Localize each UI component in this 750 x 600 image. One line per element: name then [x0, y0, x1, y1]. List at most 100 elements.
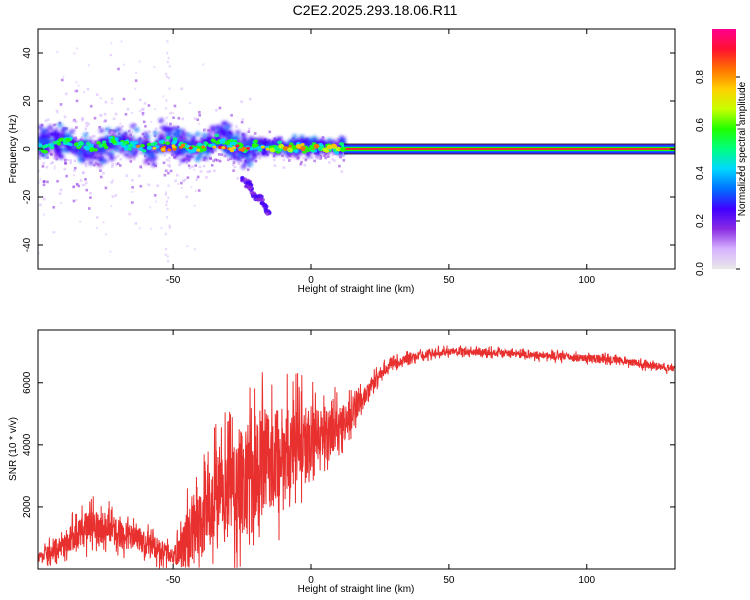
spectrogram-ridge-blob	[117, 141, 123, 146]
snr-panel: -50 0 50 100 2000 4000 6000 Height of straigh…	[8, 329, 676, 595]
spectrogram-speck	[202, 164, 206, 168]
spectrogram-outlier	[135, 71, 138, 74]
spectrogram-speck	[51, 161, 54, 164]
spectrogram-speck	[102, 171, 105, 175]
spectrogram-speck	[272, 154, 276, 158]
spectrogram-outlier	[82, 117, 85, 120]
spectrogram-speck	[273, 137, 276, 140]
spectrogram-speck	[232, 163, 235, 167]
spectrogram-core-blob	[54, 149, 60, 154]
spectrogram-core-blob	[195, 131, 201, 137]
spectrogram-speck	[188, 166, 192, 170]
spectrogram-speck	[89, 104, 93, 108]
spectrogram-outlier	[189, 101, 192, 104]
spectrogram-speck	[46, 118, 50, 121]
spectrogram-tail-blob	[255, 197, 260, 202]
spectrogram-ridge-blob	[318, 142, 324, 147]
spectrogram-core-blob	[237, 152, 243, 157]
spectrogram-speck	[187, 164, 191, 168]
spectrogram-outlier	[177, 182, 180, 185]
spectrogram-speck	[222, 154, 226, 158]
spectrogram-speck	[134, 123, 138, 127]
spectrogram-speck	[227, 158, 230, 161]
spectrogram-core-blob	[181, 148, 187, 153]
spectrogram-speck	[241, 118, 245, 121]
spectrogram-speck	[159, 126, 162, 129]
spectrogram-core-blob	[204, 151, 210, 156]
spectrogram-ridge-blob	[89, 143, 94, 148]
spectrogram-ridge-blob	[96, 141, 102, 145]
spectrogram-speck	[94, 161, 98, 165]
spectrogram-speck	[84, 181, 88, 185]
spectrogram-core-blob	[88, 153, 94, 159]
spectrogram-streak	[164, 191, 167, 194]
spectrogram-speck	[91, 135, 94, 138]
spectrogram-speck	[129, 160, 133, 163]
spectrogram-x-tick-label: 0	[308, 275, 314, 286]
spectrogram-core-blob	[105, 151, 111, 156]
spectrogram-ridge-blob	[38, 143, 43, 147]
spectrogram-hot-speck	[260, 145, 265, 149]
spectrogram-ridge-blob	[146, 145, 152, 150]
spectrogram-speck	[216, 159, 219, 162]
spectrogram-streak	[167, 196, 170, 199]
spectrogram-speck	[174, 179, 177, 183]
spectrogram-ridge-blob	[172, 137, 178, 141]
spectrogram-speck	[172, 125, 176, 129]
spectrogram-outlier	[87, 64, 90, 67]
spectrogram-speck	[177, 116, 181, 120]
spectrogram-core-blob	[158, 132, 165, 138]
spectrogram-speck	[202, 158, 206, 162]
spectrogram-core-blob	[99, 159, 105, 165]
spectrogram-y-tick-label: -20	[22, 189, 33, 204]
spectrogram-outlier	[155, 200, 158, 203]
spectrogram-speck	[208, 170, 212, 173]
spectrogram-speck	[319, 157, 322, 160]
spectrogram-speck	[203, 127, 207, 131]
spectrogram-speck	[133, 122, 136, 126]
spectrogram-speck	[183, 178, 187, 182]
spectrogram-speck	[89, 196, 92, 199]
spectrogram-speck	[93, 134, 96, 138]
spectrogram-core-blob	[110, 131, 116, 136]
spectrogram-core-blob	[57, 122, 63, 128]
spectrogram-outlier	[198, 123, 201, 126]
spectrogram-speck	[89, 191, 92, 195]
spectrogram-speck	[139, 152, 143, 155]
spectrogram-speck	[124, 112, 128, 116]
spectrogram-streak	[165, 200, 168, 203]
spectrogram-speck	[117, 132, 121, 135]
colorbar-tick-label: 0.8	[695, 70, 706, 84]
snr-y-ticks: 2000 4000 6000	[22, 371, 675, 518]
spectrogram-speck	[69, 159, 72, 162]
spectrogram-outlier	[39, 178, 42, 181]
spectrogram-core-blob	[312, 135, 318, 141]
spectrogram-outlier	[99, 97, 102, 100]
snr-x-tick-label: 0	[308, 575, 314, 586]
spectrogram-core-blob	[295, 154, 301, 159]
spectrogram-streak	[166, 216, 169, 219]
spectrogram-core-blob	[235, 130, 241, 135]
spectrogram-speck	[111, 163, 114, 166]
spectrogram-speck	[230, 113, 233, 117]
spectrogram-ridge-blob	[102, 143, 107, 147]
spectrogram-ridge-blob	[63, 140, 68, 145]
spectrogram-speck	[198, 111, 201, 114]
spectrogram-speck	[229, 156, 233, 159]
spectrogram-speck	[333, 159, 336, 162]
signal-ramp-blob	[295, 143, 302, 149]
spectrogram-speck	[310, 156, 314, 160]
spectrogram-speck	[139, 98, 142, 102]
snr-x-label: Height of straight line (km)	[298, 584, 415, 595]
spectrogram-speck	[316, 154, 319, 158]
spectrogram-core-blob	[38, 139, 43, 145]
spectrogram-speck	[46, 156, 49, 159]
spectrogram-speck	[63, 115, 67, 119]
spectrogram-core-blob	[241, 133, 247, 138]
spectrogram-speck	[143, 135, 147, 139]
spectrogram-streak	[164, 72, 167, 76]
spectrogram-outlier	[110, 54, 113, 57]
spectrogram-ridge-blob	[52, 140, 58, 145]
spectrogram-outlier	[109, 54, 112, 57]
spectrogram-core-blob	[165, 132, 171, 137]
